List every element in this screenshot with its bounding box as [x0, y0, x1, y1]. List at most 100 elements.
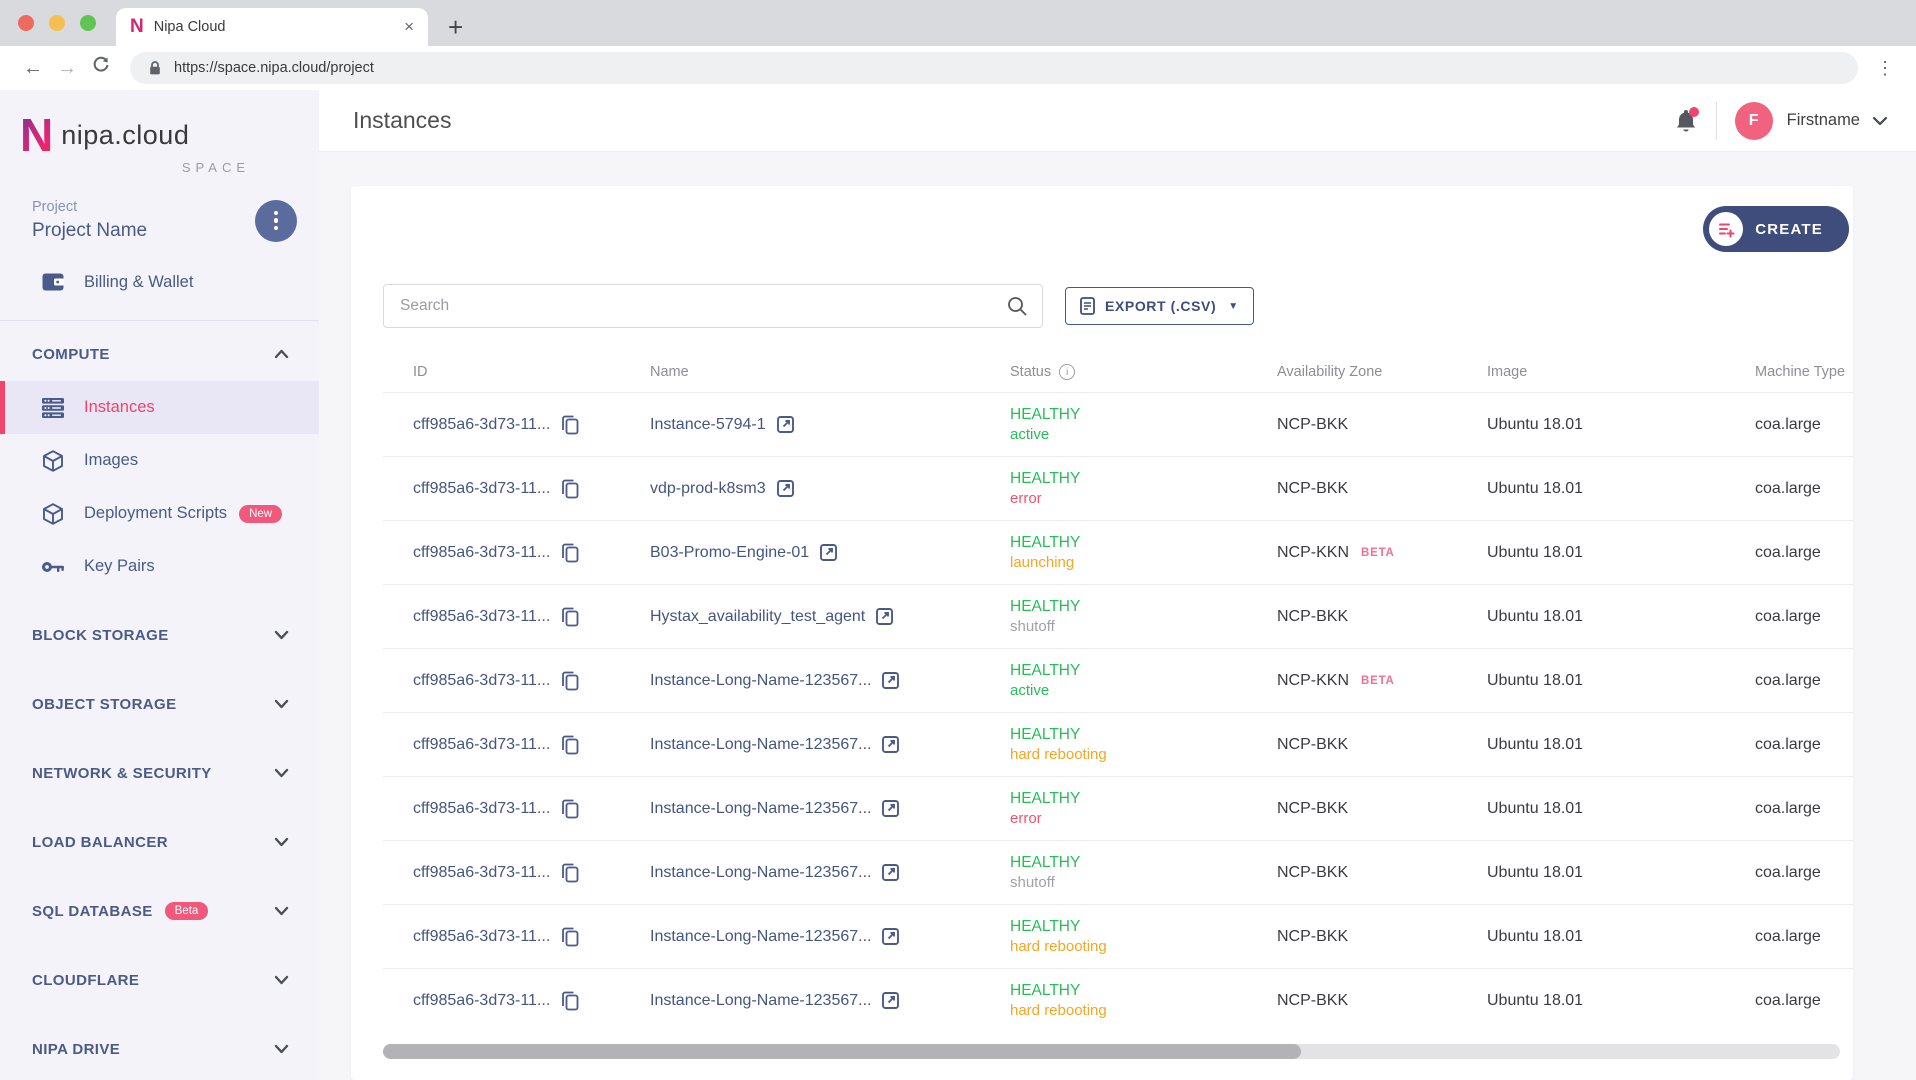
copy-icon[interactable] — [560, 478, 580, 500]
sidebar-item-deployment-scripts[interactable]: Deployment Scripts New — [0, 487, 319, 540]
scrollbar-thumb[interactable] — [383, 1044, 1301, 1059]
reload-button[interactable] — [84, 56, 118, 80]
status-sub: hard rebooting — [1010, 745, 1107, 763]
project-selector: Project Project Name — [32, 199, 297, 242]
search-input[interactable] — [400, 297, 1006, 315]
copy-icon[interactable] — [560, 926, 580, 948]
browser-tab[interactable]: N Nipa Cloud × — [116, 8, 428, 46]
machine-type: coa.large — [1755, 671, 1821, 689]
copy-icon[interactable] — [560, 542, 580, 564]
external-link-icon[interactable] — [881, 991, 900, 1010]
availability-zone: NCP-BKK — [1277, 991, 1349, 1009]
sidebar-item-images[interactable]: Images — [0, 434, 319, 487]
column-header-id: ID — [413, 364, 428, 380]
sidebar-section: LOAD BALANCER — [0, 815, 319, 869]
new-tab-button[interactable]: + — [448, 12, 464, 42]
table-toolbar: EXPORT (.CSV) ▼ — [383, 284, 1853, 328]
instance-name-link[interactable]: Instance-Long-Name-123567... — [650, 927, 872, 945]
machine-type: coa.large — [1755, 927, 1821, 945]
sidebar-section: BLOCK STORAGE — [0, 608, 319, 662]
status-sub: launching — [1010, 553, 1075, 571]
sidebar-section-cloudflare[interactable]: CLOUDFLARE — [0, 953, 319, 1007]
external-link-icon[interactable] — [881, 863, 900, 882]
minimize-window-button[interactable] — [49, 15, 65, 31]
instance-id: cff985a6-3d73-11... — [413, 863, 551, 881]
create-button[interactable]: CREATE — [1703, 206, 1849, 252]
user-menu-button[interactable] — [1872, 116, 1888, 126]
external-link-icon[interactable] — [881, 927, 900, 946]
logo-subtitle: SPACE — [181, 160, 250, 175]
availability-zone: NCP-BKK — [1277, 735, 1349, 753]
app-logo[interactable]: N nipa.cloud SPACE — [0, 112, 250, 175]
forward-button[interactable]: → — [57, 56, 77, 79]
machine-type: coa.large — [1755, 607, 1821, 625]
export-csv-button[interactable]: EXPORT (.CSV) ▼ — [1065, 287, 1254, 325]
copy-icon[interactable] — [560, 670, 580, 692]
header-divider — [1715, 101, 1717, 140]
notifications-button[interactable] — [1666, 101, 1706, 141]
availability-zone: NCP-KKN — [1277, 671, 1350, 689]
project-menu-button[interactable] — [255, 199, 297, 242]
create-label: CREATE — [1755, 220, 1823, 238]
horizontal-scrollbar[interactable] — [383, 1044, 1840, 1059]
notification-dot — [1688, 106, 1699, 117]
external-link-icon[interactable] — [881, 671, 900, 690]
browser-menu-button[interactable]: ⋮ — [1876, 57, 1894, 78]
external-link-icon[interactable] — [875, 607, 894, 626]
instance-name-link[interactable]: Instance-Long-Name-123567... — [650, 671, 872, 689]
copy-icon[interactable] — [560, 606, 580, 628]
back-button[interactable]: ← — [23, 56, 43, 79]
sidebar-section-nipa-drive[interactable]: NIPA DRIVE — [0, 1022, 319, 1076]
sidebar-section-sql-database[interactable]: SQL DATABASE Beta — [0, 884, 319, 938]
status-info-icon[interactable]: i — [1059, 364, 1076, 380]
external-link-icon[interactable] — [819, 543, 838, 562]
external-link-icon[interactable] — [881, 735, 900, 754]
page-title: Instances — [353, 107, 452, 133]
copy-icon[interactable] — [560, 734, 580, 756]
external-link-icon[interactable] — [776, 479, 795, 498]
server-icon — [40, 397, 66, 419]
instance-name-link[interactable]: Instance-Long-Name-123567... — [650, 735, 872, 753]
main-area: Instances F Firstname — [319, 90, 1916, 1080]
sidebar-item-billing-wallet[interactable]: Billing & Wallet — [0, 266, 319, 298]
image-name: Ubuntu 18.01 — [1487, 415, 1584, 433]
sidebar-item-instances[interactable]: Instances — [0, 381, 319, 434]
chevron-down-icon — [274, 837, 289, 847]
instance-id: cff985a6-3d73-11... — [413, 607, 551, 625]
search-icon[interactable] — [1006, 295, 1028, 317]
table-row: cff985a6-3d73-11... Instance-Long-Name-1… — [383, 648, 1853, 712]
close-tab-icon[interactable]: × — [404, 17, 414, 36]
copy-icon[interactable] — [560, 798, 580, 820]
sidebar-section-load-balancer[interactable]: LOAD BALANCER — [0, 815, 319, 869]
address-bar[interactable]: https://space.nipa.cloud/project — [130, 52, 1858, 84]
sidebar-item-key-pairs[interactable]: Key Pairs — [0, 540, 319, 593]
external-link-icon[interactable] — [776, 415, 795, 434]
table-row: cff985a6-3d73-11... vdp-prod-k8sm3 HEALT… — [383, 456, 1853, 520]
sidebar-section-block-storage[interactable]: BLOCK STORAGE — [0, 608, 319, 662]
search-box[interactable] — [383, 284, 1043, 328]
instance-name-link[interactable]: Instance-Long-Name-123567... — [650, 991, 872, 1009]
status-healthy: HEALTHY — [1010, 597, 1081, 615]
instance-name-link[interactable]: Instance-5794-1 — [650, 415, 766, 433]
instance-name-link[interactable]: B03-Promo-Engine-01 — [650, 543, 810, 561]
instance-name-link[interactable]: vdp-prod-k8sm3 — [650, 479, 766, 497]
machine-type: coa.large — [1755, 863, 1821, 881]
image-name: Ubuntu 18.01 — [1487, 991, 1584, 1009]
instance-name-link[interactable]: Instance-Long-Name-123567... — [650, 799, 872, 817]
sidebar-section-compute[interactable]: COMPUTE — [0, 327, 319, 381]
sidebar-section: SQL DATABASE Beta — [0, 884, 319, 938]
instance-name-link[interactable]: Instance-Long-Name-123567... — [650, 863, 872, 881]
maximize-window-button[interactable] — [80, 15, 96, 31]
copy-icon[interactable] — [560, 990, 580, 1012]
image-name: Ubuntu 18.01 — [1487, 671, 1584, 689]
avatar[interactable]: F — [1734, 101, 1773, 140]
project-label: Project — [32, 199, 78, 215]
close-window-button[interactable] — [18, 15, 34, 31]
sidebar-section-network-security[interactable]: NETWORK & SECURITY — [0, 746, 319, 800]
external-link-icon[interactable] — [881, 799, 900, 818]
copy-icon[interactable] — [560, 862, 580, 884]
instance-name-link[interactable]: Hystax_availability_test_agent — [650, 607, 866, 625]
instance-id: cff985a6-3d73-11... — [413, 927, 551, 945]
sidebar-section-object-storage[interactable]: OBJECT STORAGE — [0, 677, 319, 731]
copy-icon[interactable] — [560, 414, 580, 436]
